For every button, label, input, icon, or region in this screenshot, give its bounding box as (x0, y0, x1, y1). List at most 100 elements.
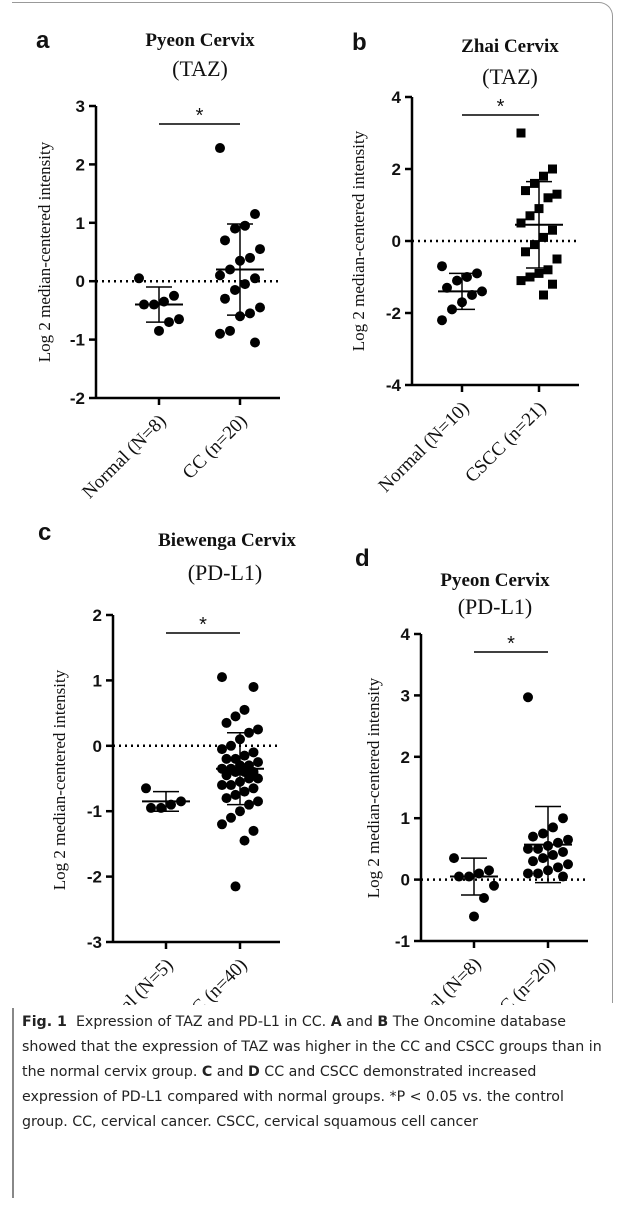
y-tick-label: 4 (392, 88, 402, 107)
panel-subtitle: (PD-L1) (458, 594, 533, 619)
data-point (156, 802, 166, 813)
data-point (539, 232, 548, 242)
data-point (244, 773, 254, 784)
data-point (253, 757, 263, 768)
data-point (538, 853, 548, 864)
data-point (220, 235, 230, 246)
data-point (553, 862, 563, 873)
y-tick-label: -2 (87, 868, 102, 887)
data-point (563, 859, 573, 870)
data-point (538, 828, 548, 839)
data-point (462, 272, 472, 282)
panel-title: Pyeon Cervix (145, 30, 255, 51)
data-point (548, 225, 557, 235)
x-tick-label: Normal (N=8) (78, 411, 170, 503)
x-tick-label: CC (n=20) (487, 954, 560, 1005)
data-point (239, 835, 250, 846)
y-axis-label: Log 2 median-centered intensity (364, 677, 383, 898)
y-tick-label: 4 (401, 625, 411, 644)
data-point (516, 276, 526, 286)
y-tick-label: -4 (386, 376, 402, 395)
data-point (239, 786, 250, 797)
data-point (521, 247, 530, 257)
data-point (226, 780, 236, 791)
data-point (215, 143, 225, 154)
data-point (239, 704, 250, 715)
y-axis-label: Log 2 median-centered intensity (50, 669, 69, 890)
caption-run: D (248, 1064, 260, 1080)
x-tick-label: Normal (N=8) (393, 954, 485, 1005)
x-tick-label: CSCC (n=21) (461, 398, 550, 487)
data-point (225, 325, 235, 336)
significance-label: * (507, 633, 515, 655)
panel-subtitle: (TAZ) (172, 56, 228, 81)
data-point (528, 831, 538, 842)
data-point (253, 773, 263, 784)
data-point (558, 846, 568, 857)
data-point (548, 164, 557, 174)
data-point (543, 265, 553, 275)
data-point (248, 783, 259, 794)
data-point (552, 189, 562, 199)
y-tick-label: 1 (401, 809, 410, 828)
data-point (548, 279, 557, 289)
data-point (174, 314, 184, 325)
data-point (525, 211, 535, 221)
data-point (533, 843, 543, 854)
data-point (253, 796, 263, 807)
caption-run: C (201, 1064, 213, 1080)
data-point (235, 806, 245, 817)
data-point (146, 802, 156, 813)
x-tick-label: CSCC (n=40) (162, 955, 251, 1005)
data-point (452, 275, 462, 286)
data-point (230, 789, 241, 800)
data-point (221, 793, 232, 804)
data-point (154, 325, 164, 336)
data-point (539, 290, 548, 300)
caption-run: The Oncomine database showed that the ex… (22, 1014, 602, 1080)
data-point (437, 315, 447, 326)
y-tick-label: 1 (76, 214, 85, 233)
data-point (250, 273, 260, 284)
panel-letter: a (36, 27, 50, 54)
data-point (230, 284, 240, 295)
caption-run: and (341, 1014, 378, 1030)
y-axis-label: Log 2 median-centered intensity (35, 141, 54, 362)
data-point (215, 270, 225, 281)
x-tick-label: Normal (N=10) (375, 398, 474, 497)
data-point (134, 273, 144, 284)
caption-run: A (330, 1014, 342, 1030)
data-point (523, 692, 533, 703)
data-point (530, 178, 539, 188)
data-point (217, 744, 227, 755)
data-point (217, 780, 227, 791)
panel-title: Pyeon Cervix (440, 570, 550, 591)
data-point (245, 252, 255, 263)
caption-text: Expression of TAZ and PD-L1 in CC. A and… (22, 1014, 602, 1130)
data-point (489, 880, 499, 891)
y-tick-label: -1 (87, 802, 102, 821)
data-point (530, 240, 539, 250)
panel-title: Zhai Cervix (461, 36, 559, 57)
figure-frame (12, 2, 613, 1003)
data-point (558, 813, 568, 824)
data-point (240, 220, 250, 231)
data-point (553, 837, 563, 848)
y-tick-label: 3 (76, 97, 85, 116)
data-point (248, 825, 259, 836)
significance-label: * (497, 96, 505, 118)
data-point (437, 261, 447, 272)
y-tick-label: -2 (386, 304, 401, 323)
y-tick-label: 2 (401, 748, 410, 767)
data-point (528, 856, 538, 867)
data-point (230, 223, 240, 234)
panel-letter: b (352, 29, 367, 56)
data-point (255, 244, 265, 255)
significance-label: * (196, 105, 204, 127)
data-point (253, 724, 263, 735)
data-point (230, 711, 241, 722)
data-point (563, 834, 573, 845)
data-point (523, 868, 533, 879)
data-point (548, 822, 558, 833)
data-point (521, 186, 530, 196)
